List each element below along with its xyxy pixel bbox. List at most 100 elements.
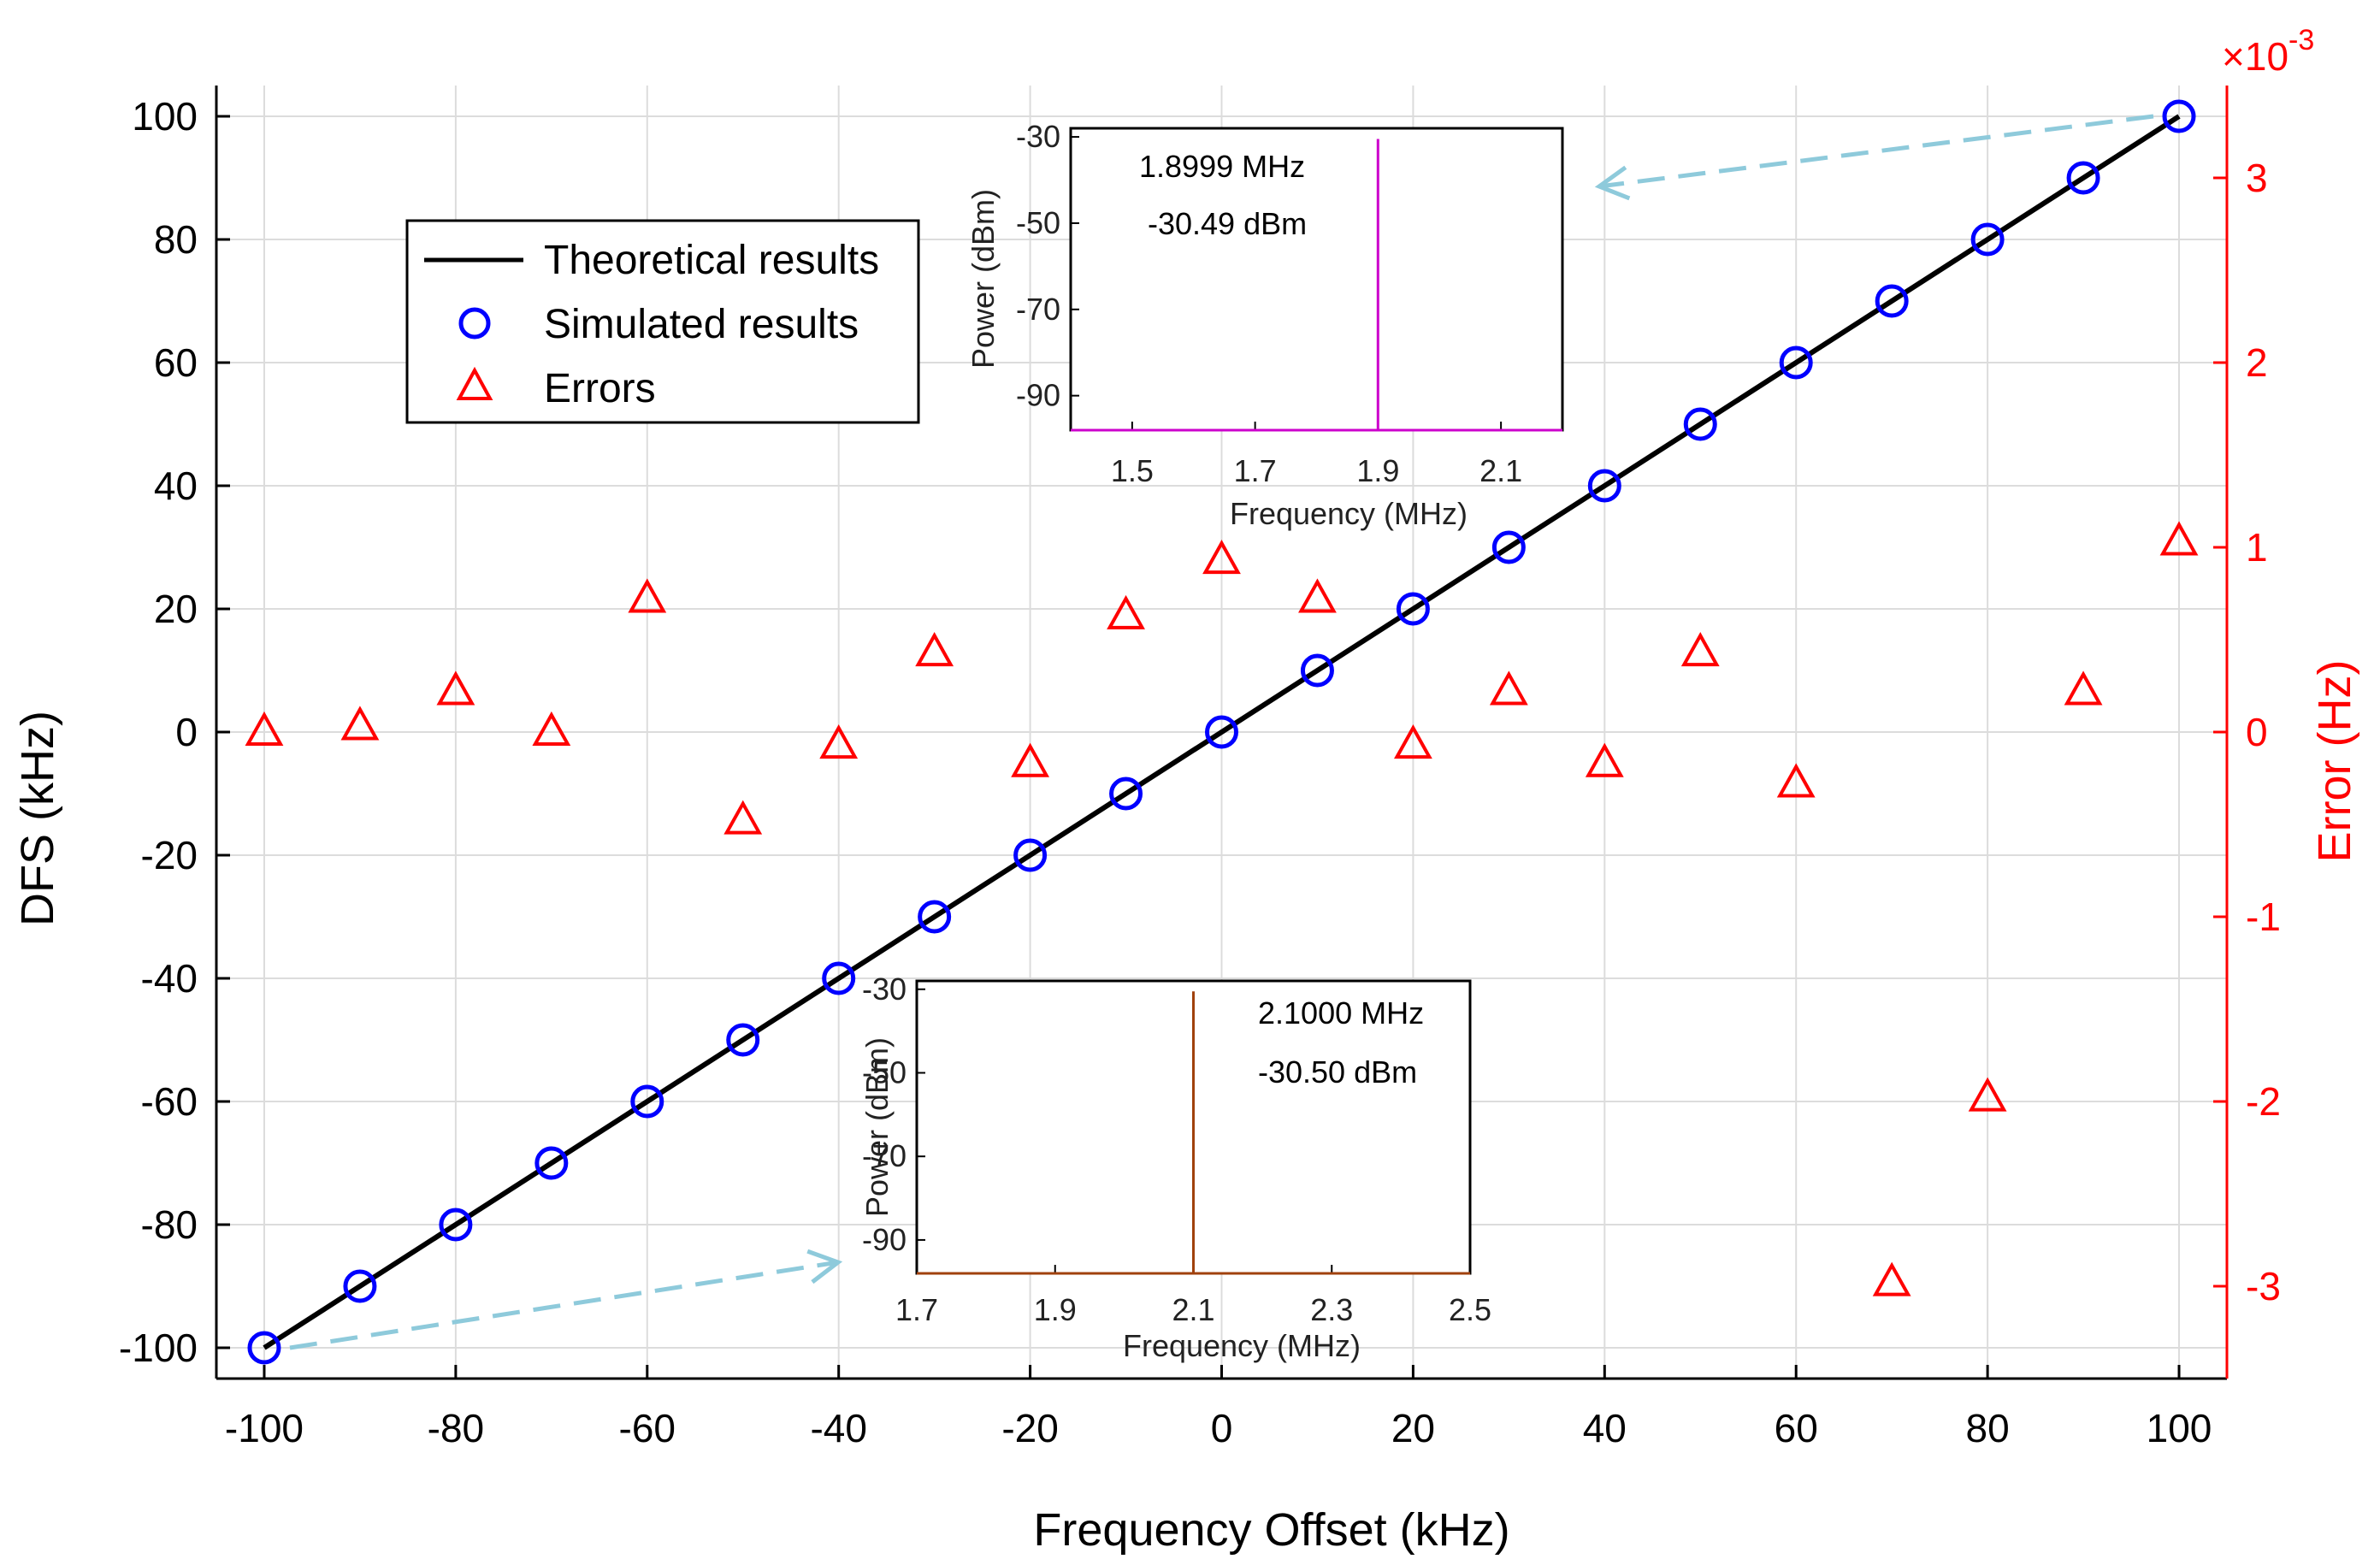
inset-arrow-shaft	[1598, 114, 2154, 189]
x-tick-label: 0	[1211, 1406, 1233, 1450]
y-tick-label: -20	[141, 833, 198, 877]
y-tick-label: -80	[141, 1202, 198, 1247]
x-tick-label: 80	[1966, 1406, 2010, 1450]
error-point	[1872, 1261, 1911, 1296]
error-point	[245, 711, 284, 746]
error-point	[1968, 1077, 2007, 1112]
error-point	[1393, 724, 1432, 759]
inset-top-ylabel: Power (dBm)	[966, 189, 1001, 369]
inset-bottom-annotation-power: -30.50 dBm	[1258, 1054, 1417, 1090]
simulated-point	[1970, 222, 2005, 257]
error-point	[436, 670, 475, 706]
y-axis-title: DFS (kHz)	[12, 711, 63, 926]
inset-top-xlabel: Frequency (MHz)	[1230, 496, 1468, 531]
inset-top-ticks: 1.5 1.7 1.9 2.1 -30 -50 -70 -90	[1016, 119, 1522, 488]
simulated-point	[1779, 345, 1813, 380]
error-point	[1011, 742, 1050, 777]
inset-y-tick-label: -90	[1016, 378, 1060, 413]
error-point	[628, 578, 667, 613]
simulated-point	[1491, 530, 1526, 564]
error-point	[1489, 670, 1528, 706]
error-point	[819, 724, 859, 759]
simulated-point	[822, 961, 856, 995]
y-tick-label: 20	[154, 587, 198, 631]
inset-bottom-ticks: 1.7 1.9 2.1 2.3 2.5 -30 -50 -70 -90	[862, 971, 1491, 1327]
inset-arrow-head	[1594, 165, 1631, 201]
y-tick-label: 80	[154, 217, 198, 262]
inset-bottom: 1.7 1.9 2.1 2.3 2.5 -30 -50 -70 -90 2.1000 MHz -…	[859, 971, 1491, 1363]
y-tick-label: -100	[119, 1326, 198, 1370]
error-point	[2159, 521, 2199, 556]
y-tick-label: -60	[141, 1079, 198, 1124]
x-tick-label: 60	[1775, 1406, 1818, 1450]
inset-bottom-ylabel: Power (dBm)	[859, 1037, 895, 1217]
y-tick-label: 100	[132, 94, 198, 139]
y2-axis-title: Error (Hz)	[2309, 660, 2360, 863]
inset-top-annotation-freq: 1.8999 MHz	[1139, 149, 1305, 184]
x-tick-label: -60	[619, 1406, 676, 1450]
inset-y-tick-label: -30	[862, 971, 907, 1007]
inset-top-bg	[1069, 127, 1564, 432]
ticks: -100 -80 -60 -40 -20 0 20 40 60 80 100-100-80-60-4…	[119, 94, 2281, 1450]
simulated-point	[1205, 715, 1238, 749]
inset-bottom-xlabel: Frequency (MHz)	[1123, 1328, 1361, 1363]
simulated-point	[1300, 653, 1334, 688]
y2-exponent-power: -3	[2288, 24, 2314, 56]
inset-y-tick-label: -70	[862, 1138, 907, 1173]
inset-bottom-line-layer	[917, 991, 1470, 1275]
y-tick-label: 0	[175, 710, 198, 754]
inset-x-tick-label: 1.9	[1034, 1292, 1077, 1327]
simulated-point	[343, 1269, 377, 1303]
y-tick-label: 60	[154, 340, 198, 385]
inset-y-tick-label: -50	[1016, 205, 1060, 240]
x-tick-label: -100	[225, 1406, 304, 1450]
simulated-point	[1396, 592, 1430, 626]
x-tick-label: -40	[810, 1406, 866, 1450]
error-point	[915, 632, 954, 667]
error-point	[2064, 670, 2103, 706]
simulated-point	[2162, 99, 2196, 133]
y2-tick-label: 1	[2246, 525, 2268, 570]
inset-y-tick-label: -30	[1016, 119, 1060, 154]
simulated-point	[1683, 407, 1717, 441]
x-tick-label: -80	[428, 1406, 484, 1450]
inset-bottom-annotation-freq: 2.1000 MHz	[1258, 995, 1424, 1031]
simulated-point	[1587, 469, 1621, 503]
inset-x-tick-label: 1.7	[895, 1292, 938, 1327]
legend-label-errors: Errors	[544, 366, 656, 411]
error-point	[1107, 594, 1145, 629]
inset-x-tick-label: 1.9	[1356, 453, 1399, 488]
inset-arrow-shaft	[289, 1260, 839, 1350]
error-point	[1202, 540, 1241, 575]
error-point	[1298, 578, 1337, 613]
legend-label-theory: Theoretical results	[544, 238, 879, 283]
inset-x-tick-label: 2.5	[1449, 1292, 1491, 1327]
y2-tick-label: 0	[2246, 710, 2268, 754]
inset-top-line-layer	[1071, 139, 1562, 432]
error-point	[1776, 763, 1816, 798]
simulated-point	[726, 1023, 760, 1057]
inset-x-tick-label: 1.7	[1234, 453, 1277, 488]
simulated-point	[1109, 777, 1143, 811]
x-tick-label: 40	[1583, 1406, 1627, 1450]
theory-line	[263, 114, 2181, 1350]
y-tick-label: -40	[141, 956, 198, 1001]
simulated-point	[1875, 284, 1909, 318]
x-tick-label: -20	[1001, 1406, 1058, 1450]
legend-label-simulated: Simulated results	[544, 302, 859, 347]
legend-swatch-simulated	[458, 307, 491, 340]
series-layer	[245, 99, 2199, 1365]
y2-tick-label: 2	[2246, 340, 2268, 385]
simulated-point	[247, 1331, 281, 1365]
simulated-point	[1013, 838, 1048, 872]
y2-tick-label: -2	[2246, 1079, 2281, 1124]
simulated-point	[2066, 161, 2100, 195]
inset-arrow-head	[806, 1249, 843, 1284]
inset-x-tick-label: 1.5	[1111, 453, 1154, 488]
y-tick-label: 40	[154, 464, 198, 508]
inset-x-tick-label: 2.1	[1172, 1292, 1214, 1327]
error-point	[1585, 742, 1624, 777]
legend-box	[405, 219, 920, 424]
error-point	[723, 800, 763, 835]
